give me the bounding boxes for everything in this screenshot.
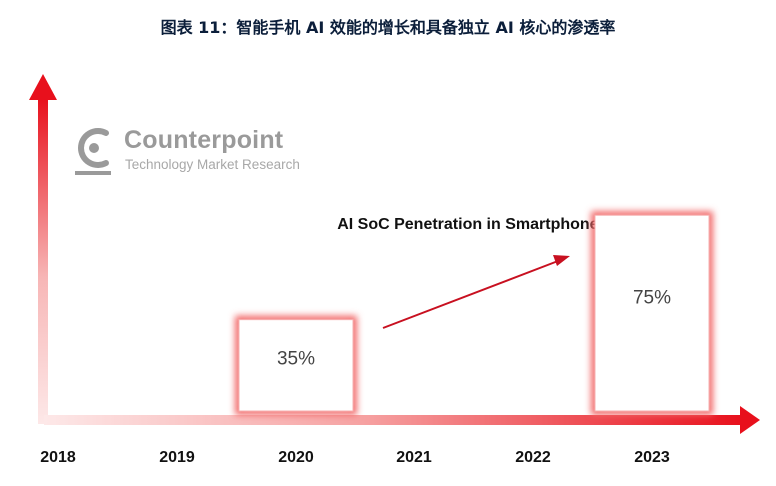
bar-2023 [594, 214, 710, 412]
counterpoint-logo: Counterpoint Technology Market Research [72, 126, 312, 180]
x-tick-label-2020: 2020 [278, 449, 314, 466]
trend-arrowhead [553, 255, 570, 266]
x-tick-label-2022: 2022 [515, 449, 551, 466]
trend-arrow [382, 260, 559, 329]
data-label-2020: 35% [277, 349, 315, 370]
page-title: 图表 11：智能手机 AI 效能的增长和具备独立 AI 核心的渗透率 [160, 18, 616, 37]
x-tick-label-2018: 2018 [40, 449, 76, 466]
x-axis-line [44, 415, 744, 425]
x-axis-arrowhead [740, 406, 760, 434]
logo-tagline: Technology Market Research [125, 157, 300, 172]
counterpoint-logo-icon [75, 128, 111, 175]
chart-title: AI SoC Penetration in Smartphones (%) [337, 216, 637, 233]
y-axis-line [38, 98, 48, 424]
bars-group: 35% 75% [235, 211, 713, 415]
x-tick-label-2021: 2021 [396, 449, 432, 466]
x-tick-label-2019: 2019 [159, 449, 195, 466]
x-tick-labels: 2018 2019 2020 2021 2022 2023 [40, 449, 670, 466]
data-label-2023: 75% [633, 287, 671, 308]
logo-brand: Counterpoint [124, 126, 284, 154]
y-axis-arrowhead [29, 74, 57, 100]
x-tick-label-2023: 2023 [634, 449, 670, 466]
bar-2020 [238, 319, 354, 412]
